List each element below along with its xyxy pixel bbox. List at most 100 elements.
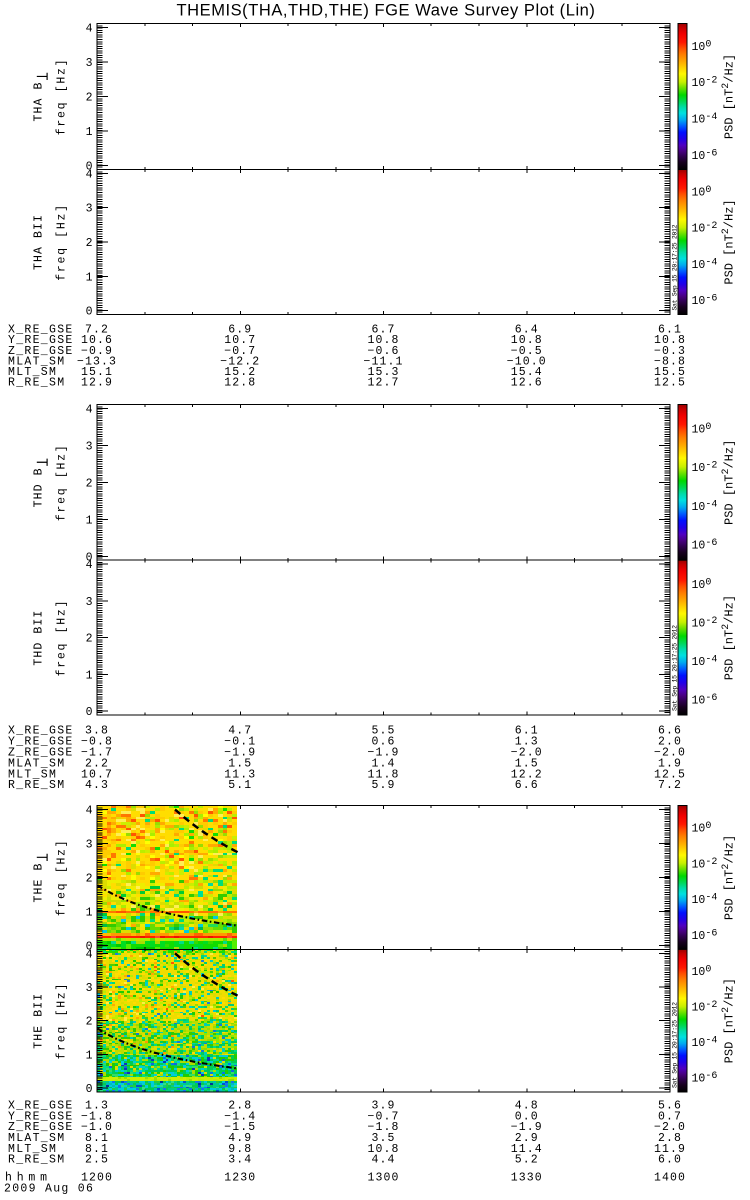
svg-text:Y_RE_GSE: Y_RE_GSE [8, 334, 74, 347]
svg-text:4: 4 [86, 559, 93, 572]
svg-text:15.2: 15.2 [224, 366, 256, 379]
svg-text:MLT_SM: MLT_SM [8, 1143, 57, 1156]
svg-text:Z_RE_GSE: Z_RE_GSE [8, 747, 74, 760]
svg-text:1300: 1300 [367, 1171, 399, 1184]
svg-text:2: 2 [86, 237, 93, 250]
svg-text:12.8: 12.8 [224, 377, 256, 390]
svg-text:1: 1 [86, 906, 93, 919]
svg-text:2.2: 2.2 [85, 757, 109, 770]
svg-text:1230: 1230 [224, 1171, 256, 1184]
svg-text:3.4: 3.4 [228, 1154, 252, 1167]
svg-text:10.7: 10.7 [224, 334, 256, 347]
svg-text:5.9: 5.9 [371, 779, 395, 792]
svg-text:0: 0 [86, 1083, 93, 1096]
svg-text:10-2: 10-2 [692, 461, 718, 476]
svg-text:1: 1 [86, 514, 93, 527]
svg-text:0.6: 0.6 [371, 736, 395, 749]
svg-text:freq [Hz]: freq [Hz] [56, 203, 69, 280]
svg-text:−1.9: −1.9 [367, 747, 399, 760]
svg-text:5.2: 5.2 [515, 1154, 539, 1167]
svg-text:8.1: 8.1 [85, 1143, 109, 1156]
svg-text:12.6: 12.6 [511, 377, 543, 390]
svg-text:5.1: 5.1 [228, 779, 252, 792]
svg-text:Sat Sep 15 20:17:25 2012: Sat Sep 15 20:17:25 2012 [672, 224, 679, 310]
svg-text:10-2: 10-2 [692, 857, 718, 872]
svg-text:10-6: 10-6 [692, 928, 718, 943]
svg-text:8.1: 8.1 [85, 1132, 109, 1145]
svg-text:−2.0: −2.0 [511, 747, 543, 760]
svg-text:11.9: 11.9 [654, 1143, 686, 1156]
svg-text:11.8: 11.8 [367, 768, 399, 781]
svg-text:9.8: 9.8 [228, 1143, 252, 1156]
svg-text:−0.5: −0.5 [511, 345, 543, 358]
svg-text:THD BII: THD BII [33, 610, 46, 666]
svg-text:THE B: THE B [33, 862, 46, 902]
svg-text:PSD [nT2/Hz]: PSD [nT2/Hz] [721, 595, 737, 680]
svg-text:3: 3 [86, 838, 93, 851]
svg-text:0: 0 [86, 306, 93, 319]
svg-text:2.8: 2.8 [658, 1132, 682, 1145]
svg-text:2009 Aug 06: 2009 Aug 06 [4, 1183, 94, 1196]
svg-text:2: 2 [86, 633, 93, 646]
svg-text:−1.8: −1.8 [81, 1110, 113, 1123]
svg-text:2.0: 2.0 [658, 736, 682, 749]
svg-text:10-2: 10-2 [692, 1000, 718, 1015]
svg-text:X_RE_GSE: X_RE_GSE [8, 1100, 74, 1113]
svg-text:THA BII: THA BII [33, 214, 46, 270]
svg-text:−1.0: −1.0 [81, 1121, 113, 1134]
svg-text:2: 2 [86, 872, 93, 885]
svg-text:100: 100 [692, 577, 712, 592]
svg-text:10.8: 10.8 [654, 334, 686, 347]
svg-text:10-6: 10-6 [692, 293, 718, 308]
svg-text:MLAT_SM: MLAT_SM [8, 1132, 65, 1145]
svg-text:15.4: 15.4 [511, 366, 543, 379]
svg-text:12.2: 12.2 [511, 768, 543, 781]
svg-text:1.9: 1.9 [658, 757, 682, 770]
svg-text:10.8: 10.8 [367, 1143, 399, 1156]
svg-text:3: 3 [86, 203, 93, 216]
svg-text:Y_RE_GSE: Y_RE_GSE [8, 736, 74, 749]
svg-text:2: 2 [86, 92, 93, 105]
svg-text:11.3: 11.3 [224, 768, 256, 781]
svg-text:−1.4: −1.4 [224, 1110, 256, 1123]
svg-text:R_RE_SM: R_RE_SM [8, 1154, 65, 1167]
svg-text:4.9: 4.9 [228, 1132, 252, 1145]
svg-text:PSD [nT2/Hz]: PSD [nT2/Hz] [721, 835, 737, 920]
svg-text:1: 1 [86, 271, 93, 284]
svg-text:−2.0: −2.0 [654, 747, 686, 760]
svg-text:10.8: 10.8 [367, 334, 399, 347]
svg-text:THEMIS(THA,THD,THE) FGE Wave S: THEMIS(THA,THD,THE) FGE Wave Survey Plot… [177, 2, 596, 20]
svg-text:3: 3 [86, 596, 93, 609]
svg-text:freq [Hz]: freq [Hz] [56, 58, 69, 135]
svg-text:−2.0: −2.0 [654, 1121, 686, 1134]
svg-text:3.5: 3.5 [371, 1132, 395, 1145]
svg-text:1.5: 1.5 [515, 757, 539, 770]
svg-text:freq [Hz]: freq [Hz] [56, 599, 69, 676]
svg-text:1: 1 [86, 669, 93, 682]
svg-text:5.5: 5.5 [371, 725, 395, 738]
svg-text:15.1: 15.1 [81, 366, 113, 379]
svg-text:3: 3 [86, 982, 93, 995]
svg-text:−8.8: −8.8 [654, 355, 686, 368]
svg-text:100: 100 [692, 185, 712, 200]
svg-text:1: 1 [86, 126, 93, 139]
svg-text:−0.7: −0.7 [367, 1110, 399, 1123]
svg-text:6.0: 6.0 [658, 1154, 682, 1167]
svg-text:Z_RE_GSE: Z_RE_GSE [8, 1121, 74, 1134]
svg-text:4.3: 4.3 [85, 779, 109, 792]
svg-text:2: 2 [86, 1016, 93, 1029]
svg-text:10-2: 10-2 [692, 616, 718, 631]
svg-text:−0.8: −0.8 [81, 736, 113, 749]
svg-text:4: 4 [86, 804, 93, 817]
svg-text:1.3: 1.3 [515, 736, 539, 749]
svg-text:11.4: 11.4 [511, 1143, 543, 1156]
svg-text:4.8: 4.8 [515, 1100, 539, 1113]
svg-text:−1.9: −1.9 [224, 747, 256, 760]
svg-text:3.8: 3.8 [85, 725, 109, 738]
svg-text:−0.9: −0.9 [81, 345, 113, 358]
svg-text:0: 0 [86, 161, 93, 174]
svg-text:10.8: 10.8 [511, 334, 543, 347]
svg-text:3: 3 [86, 440, 93, 453]
svg-text:−1.9: −1.9 [511, 1121, 543, 1134]
svg-text:12.5: 12.5 [654, 377, 686, 390]
